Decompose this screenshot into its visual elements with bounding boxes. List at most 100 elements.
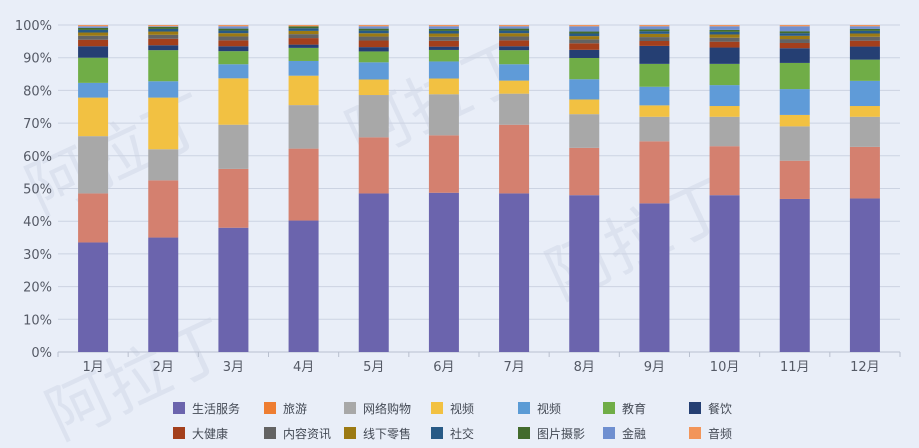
bar-segment (569, 114, 600, 148)
bar-segment (639, 26, 670, 30)
bar-segment (78, 32, 109, 36)
bar-segment (779, 25, 810, 27)
bar-segment (358, 62, 389, 80)
bar-segment (218, 64, 249, 79)
legend-item[interactable]: 线下零售 (344, 426, 411, 441)
bar-segment (849, 36, 880, 41)
x-tick-label: 12月 (850, 360, 880, 375)
bar-segment (499, 30, 530, 34)
bar-segment (639, 41, 670, 46)
legend-item[interactable]: 网络购物 (344, 401, 411, 416)
legend-swatch (689, 402, 701, 414)
bar-segment (78, 35, 109, 40)
bar-segment (709, 29, 740, 32)
x-tick-label: 5月 (363, 360, 384, 375)
bar-segment (218, 46, 249, 52)
bar-segment (499, 28, 530, 31)
bar-segment (779, 198, 810, 352)
legend-item[interactable]: 大健康 (173, 426, 228, 441)
bars (78, 25, 880, 352)
legend-swatch (518, 402, 530, 414)
legend-item[interactable]: 旅游 (264, 402, 307, 416)
legend-item[interactable]: 音频 (689, 426, 732, 441)
bar-stack (78, 25, 109, 352)
bar-stack (569, 25, 600, 352)
legend-item[interactable]: 视频 (518, 401, 561, 416)
bar-segment (779, 48, 810, 63)
bar-segment (288, 44, 319, 48)
legend-label: 图片摄影 (537, 426, 585, 441)
x-tick-label: 9月 (644, 360, 665, 375)
bar-segment (148, 50, 179, 82)
bar-segment (358, 30, 389, 34)
legend-label: 餐饮 (708, 401, 732, 416)
legend-item[interactable]: 内容资讯 (264, 426, 331, 441)
legend-item[interactable]: 视频 (431, 401, 474, 416)
legend-item[interactable]: 生活服务 (173, 401, 240, 416)
legend-swatch (264, 427, 276, 439)
bar-segment (709, 31, 740, 35)
bar-segment (709, 41, 740, 48)
legend-item[interactable]: 餐饮 (689, 401, 732, 416)
bar-segment (499, 36, 530, 41)
bar-segment (779, 35, 810, 40)
legend-label: 内容资讯 (283, 426, 331, 441)
bar-segment (709, 106, 740, 117)
legend-item[interactable]: 金融 (603, 426, 646, 441)
x-tick-label: 6月 (433, 360, 454, 375)
bar-segment (639, 105, 670, 117)
bar-segment (499, 25, 530, 27)
legend-item[interactable]: 图片摄影 (518, 426, 585, 441)
bar-segment (779, 126, 810, 161)
bar-segment (709, 34, 740, 38)
bar-stack (148, 25, 179, 352)
bar-segment (288, 34, 319, 39)
bar-segment (569, 33, 600, 37)
bar-segment (499, 80, 530, 94)
bar-segment (569, 79, 600, 100)
bar-segment (148, 28, 179, 32)
legend-swatch (173, 427, 185, 439)
bar-segment (849, 40, 880, 47)
x-tick-label: 11月 (780, 360, 810, 375)
legend-swatch (518, 427, 530, 439)
bar-segment (639, 37, 670, 42)
y-tick-label: 20% (23, 281, 52, 296)
y-tick-label: 40% (23, 215, 52, 230)
bar-segment (849, 25, 880, 27)
x-tick-label: 10月 (710, 360, 740, 375)
bar-segment (288, 105, 319, 149)
bar-segment (358, 47, 389, 52)
bar-segment (428, 40, 459, 47)
legend-label: 旅游 (283, 402, 307, 416)
bar-segment (569, 195, 600, 352)
x-tick-label: 8月 (574, 360, 595, 375)
bar-stack (428, 25, 459, 352)
legend-swatch (689, 427, 701, 439)
bar-segment (358, 193, 389, 352)
bar-segment (288, 148, 319, 221)
bar-segment (218, 33, 249, 37)
bar-segment (78, 97, 109, 137)
bar-segment (639, 31, 670, 34)
bar-stack (779, 25, 810, 352)
legend-item[interactable]: 教育 (603, 401, 646, 416)
bar-segment (849, 33, 880, 37)
bar-segment (849, 116, 880, 147)
bar-segment (148, 31, 179, 35)
y-axis: 0% 10% 20% 30% 40% 50% 60% 70% 80% 90% 100% (15, 19, 52, 361)
bar-segment (499, 40, 530, 47)
legend-swatch (603, 402, 615, 414)
bar-segment (779, 39, 810, 43)
bar-segment (779, 31, 810, 34)
legend-item[interactable]: 社交 (431, 426, 474, 441)
bar-segment (428, 192, 459, 352)
legend-swatch (431, 402, 443, 414)
bar-segment (218, 26, 249, 29)
bar-segment (849, 28, 880, 31)
bar-segment (78, 29, 109, 33)
legend-label: 生活服务 (192, 401, 240, 416)
bar-segment (78, 82, 109, 98)
bar-segment (78, 193, 109, 243)
bar-segment (569, 39, 600, 44)
